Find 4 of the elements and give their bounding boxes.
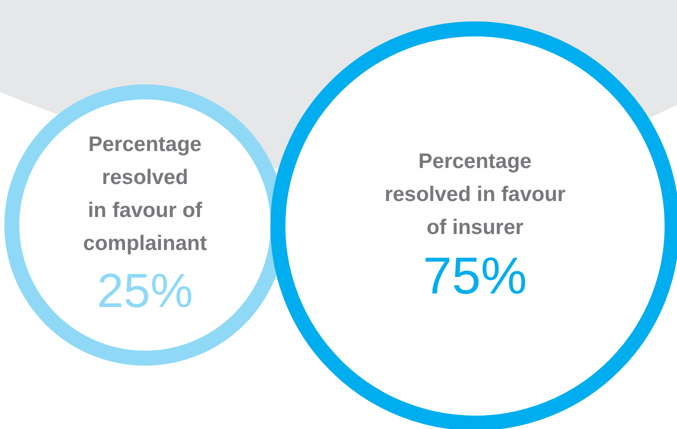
data-label: 75% [422, 248, 528, 306]
category-label: Percentage resolved in favour of insurer [384, 150, 566, 239]
category-label: Percentage resolved in favour of complainant [83, 132, 207, 255]
data-label: 25% [96, 265, 194, 318]
